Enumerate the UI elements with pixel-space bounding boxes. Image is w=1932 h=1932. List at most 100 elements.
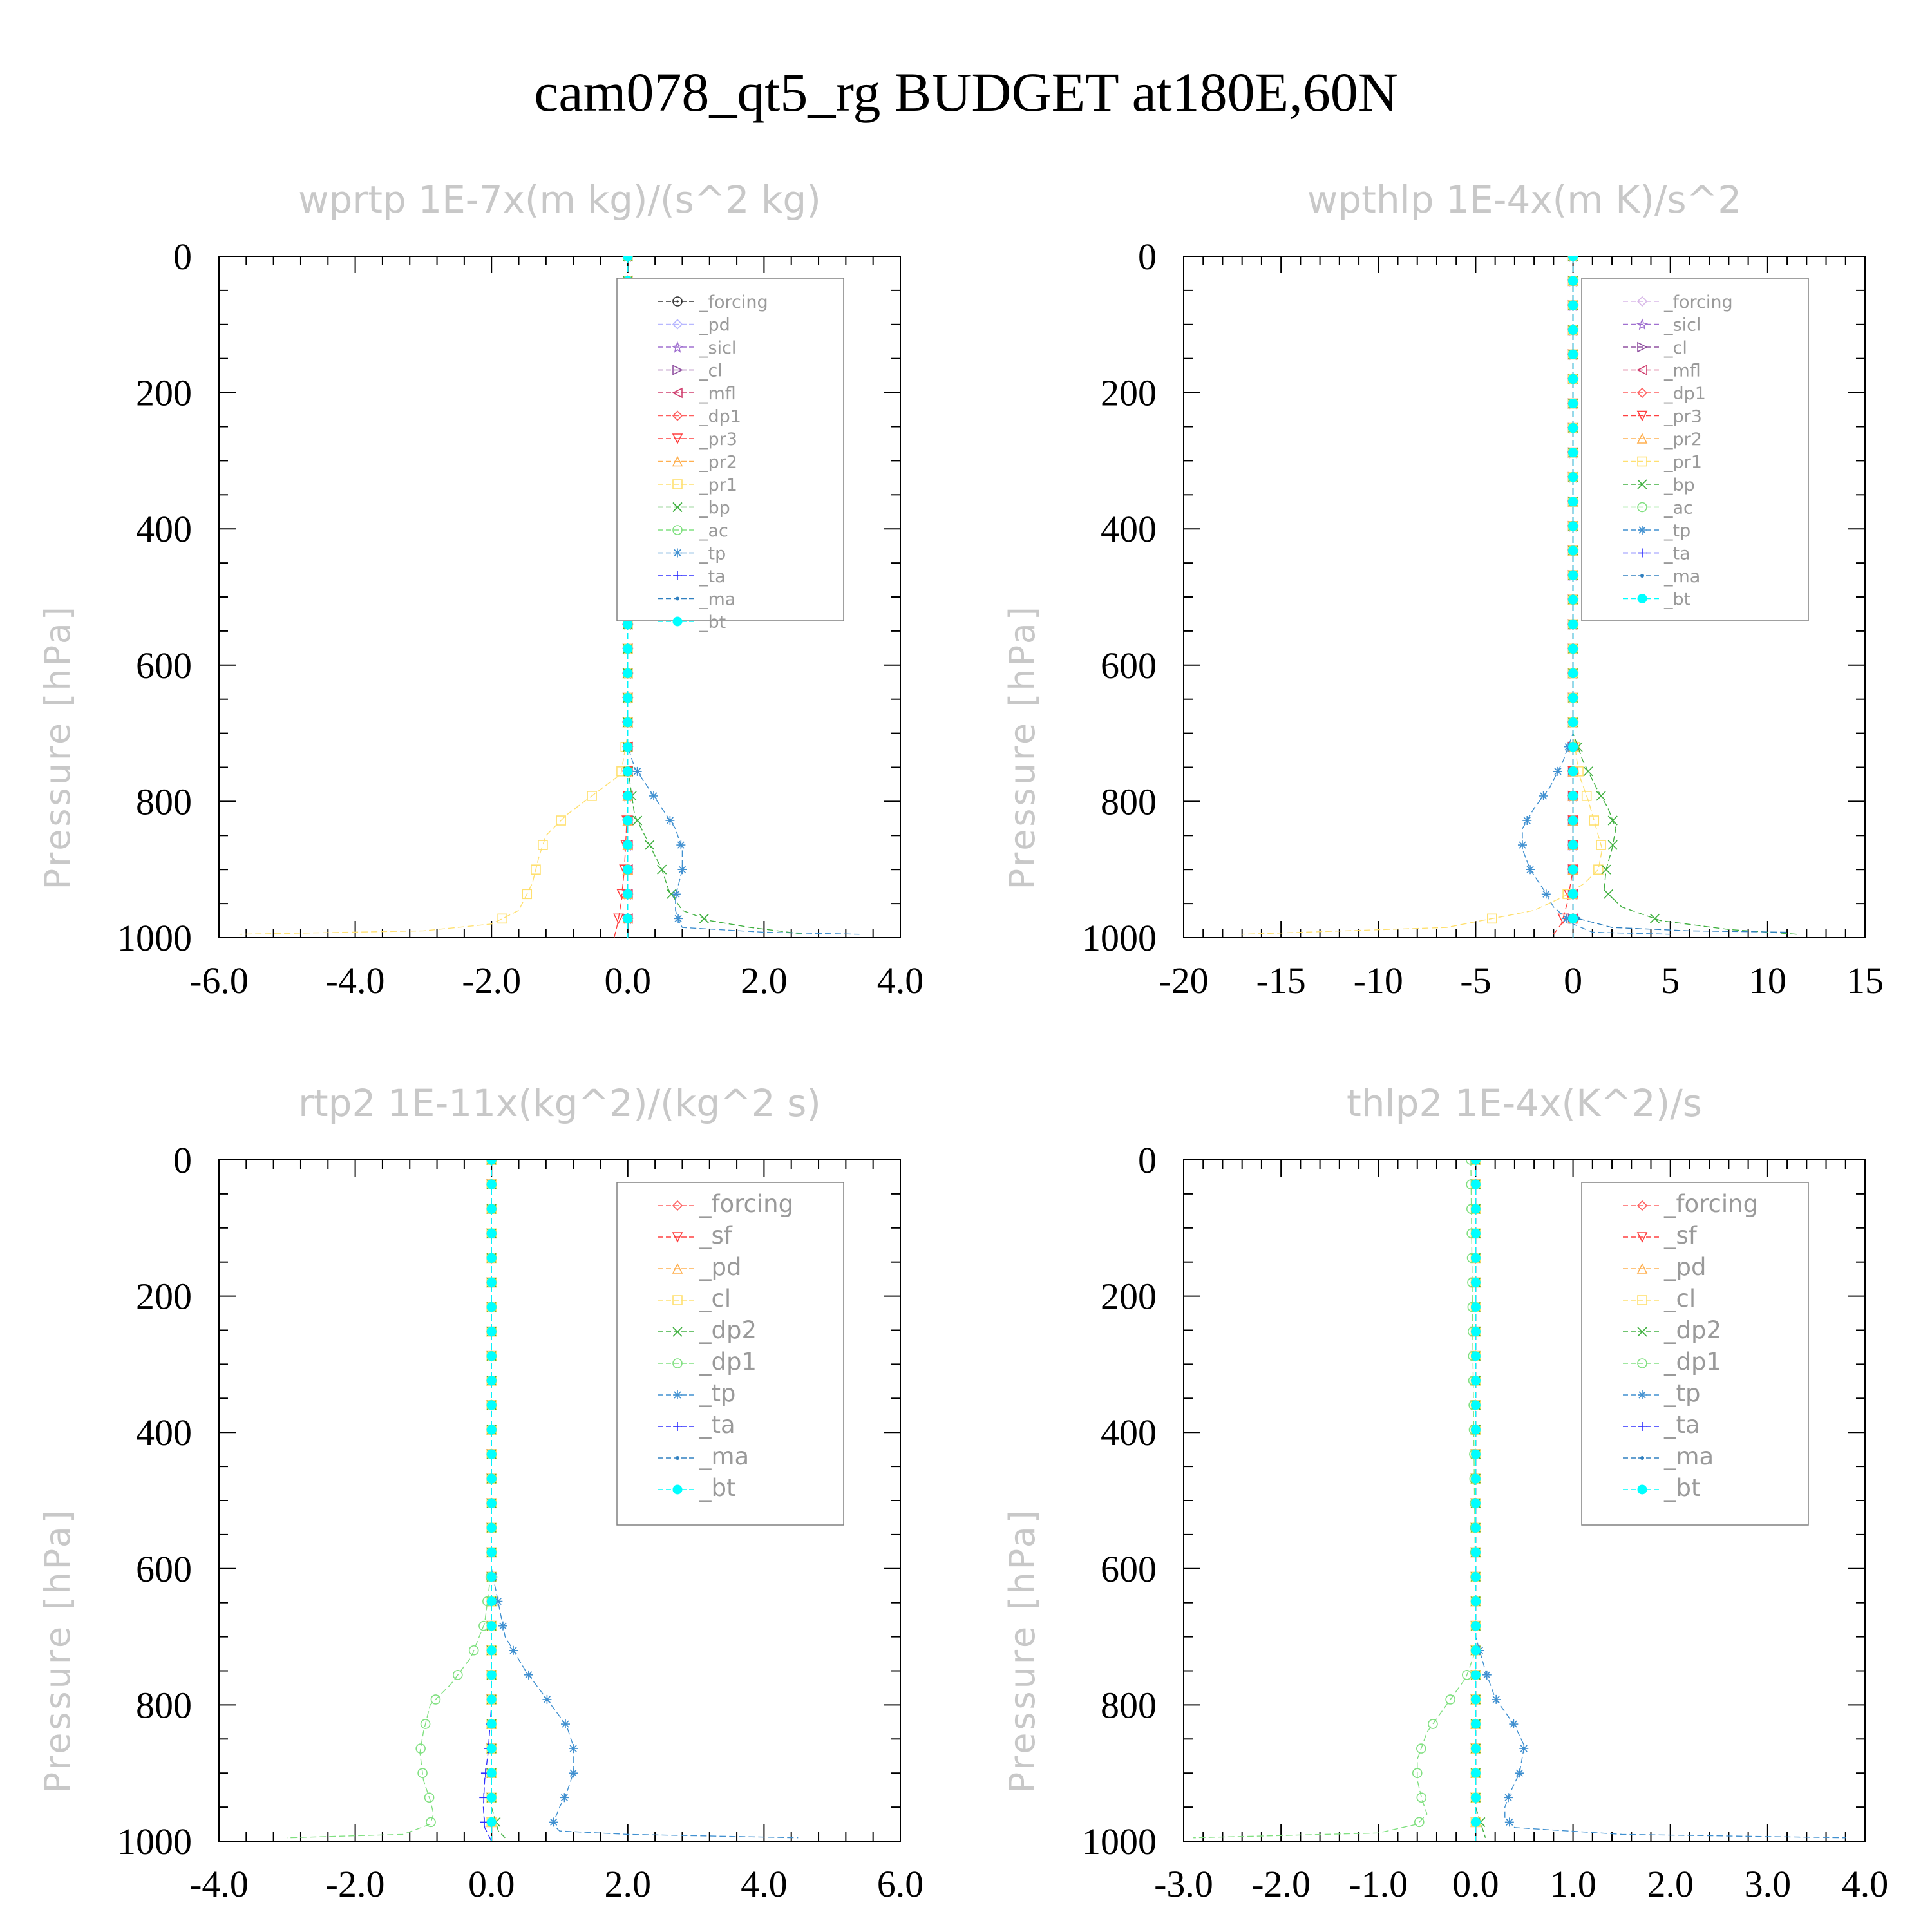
panel-2: wpthlp 1E-4x(m K)/s^2 Pressure [hPa] 0 200 4… (1002, 178, 1884, 1001)
legend-marker (1636, 318, 1648, 330)
legend-label: _tp (1663, 521, 1690, 541)
x-tick-label: -1.0 (1349, 1863, 1408, 1905)
legend-label: _mfl (1663, 361, 1701, 381)
series-point (1470, 1302, 1481, 1312)
series-point (1414, 1817, 1425, 1828)
series-point (666, 889, 677, 899)
legend-marker (1638, 526, 1647, 535)
series-point (674, 914, 683, 923)
legend-marker (672, 319, 683, 330)
legend-label: _ma (699, 590, 735, 610)
series-point (623, 815, 633, 826)
series-point (1568, 864, 1578, 875)
series-point (468, 1645, 479, 1656)
series-point (1596, 791, 1606, 801)
legend-label: _ac (1663, 498, 1693, 518)
series-point (1541, 889, 1551, 899)
legend-label: _tp (699, 544, 726, 564)
legend-marker (1637, 479, 1647, 489)
series-point (632, 766, 642, 776)
x-tick-label: 0.0 (605, 960, 652, 1001)
series-point (1470, 1670, 1481, 1680)
series-point (538, 840, 548, 850)
series-point (1568, 594, 1578, 605)
legend-label: _ma (699, 1443, 749, 1470)
legend-label: _dp2 (1663, 1316, 1721, 1344)
series-point (1470, 1694, 1481, 1705)
legend-marker (672, 1263, 683, 1274)
series-point (623, 693, 633, 703)
x-tick-label: 4.0 (1842, 1863, 1889, 1905)
series-point (1568, 300, 1578, 310)
series-point (1470, 1253, 1481, 1263)
legend-label: _ma (1663, 1443, 1714, 1470)
legend-label: _dp1 (1663, 1348, 1721, 1376)
legend-label: _bp (699, 498, 730, 518)
legend-marker (1638, 548, 1647, 558)
series-point (1504, 1793, 1513, 1803)
series-point (1470, 1473, 1481, 1484)
series-point (623, 889, 633, 899)
series-point (1470, 1179, 1481, 1189)
series-point (1445, 1694, 1455, 1705)
series-point (424, 1792, 435, 1803)
legend-marker (673, 571, 682, 580)
series-point (1568, 521, 1578, 531)
x-tick-label: 4.0 (877, 960, 924, 1001)
legend-marker (672, 502, 683, 513)
legend-marker (672, 1295, 683, 1305)
series-point (1509, 1719, 1519, 1729)
series-point (1568, 619, 1578, 629)
y-tick-label: 800 (1101, 1684, 1157, 1726)
series-line (239, 256, 629, 935)
x-tick-label: 15 (1846, 960, 1884, 1001)
legend-label: _ta (1663, 1411, 1700, 1439)
series-line (491, 1160, 799, 1839)
series-point (1568, 423, 1578, 433)
legend-label: _forcing (699, 1190, 793, 1218)
series-point (1470, 1719, 1481, 1729)
y-tick-label: 0 (173, 1139, 192, 1181)
series-point (486, 1179, 497, 1189)
legend-marker (672, 479, 683, 489)
series-point (486, 1547, 497, 1557)
series-point (623, 717, 633, 728)
series-point (1649, 913, 1660, 923)
legend-marker (1637, 456, 1647, 467)
y-tick-label: 400 (136, 508, 192, 550)
y-axis-label: Pressure [hPa] (37, 604, 78, 889)
series-point (486, 1621, 497, 1631)
series-point (665, 816, 675, 826)
series-point (549, 1817, 558, 1827)
x-tick-label: 0.0 (1452, 1863, 1499, 1905)
series-point (1568, 913, 1578, 923)
x-tick-label: 2.0 (605, 1863, 652, 1905)
series-point (623, 840, 633, 850)
series-point (1568, 374, 1578, 384)
x-tick-label: 6.0 (877, 1863, 924, 1905)
series-point (556, 815, 566, 826)
legend-label: _bt (1663, 590, 1690, 610)
series-point (1470, 1204, 1481, 1214)
y-tick-label: 0 (1138, 236, 1157, 278)
legend-marker (1636, 433, 1648, 444)
y-tick-label: 400 (1101, 1412, 1157, 1454)
series-point (1470, 1498, 1481, 1508)
legend-label: _bt (699, 1474, 736, 1502)
series-point (1470, 1792, 1481, 1803)
series-point (1539, 791, 1548, 800)
y-tick-label: 0 (173, 236, 192, 278)
panel-title: wpthlp 1E-4x(m K)/s^2 (1307, 178, 1741, 222)
series-point (1470, 1817, 1481, 1827)
legend-label: _mfl (699, 384, 736, 404)
series-point (1568, 448, 1578, 458)
series-group (1193, 1160, 1846, 1841)
legend-marker (672, 616, 683, 627)
legend-box (616, 278, 844, 621)
y-axis-label: Pressure [hPa] (1002, 1508, 1043, 1793)
legend-label: _sf (699, 1222, 733, 1249)
x-tick-label: -20 (1159, 960, 1208, 1001)
series-point (453, 1670, 463, 1680)
series-point (632, 815, 643, 826)
legend-label: _bt (1663, 1474, 1701, 1502)
